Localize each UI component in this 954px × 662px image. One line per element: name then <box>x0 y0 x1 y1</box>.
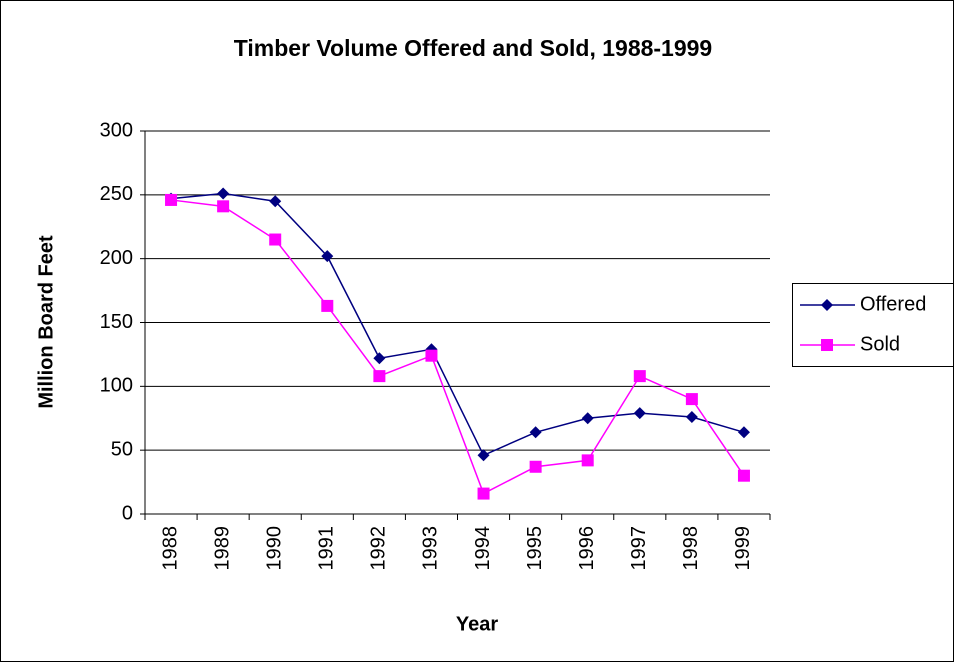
data-point <box>217 200 230 213</box>
data-point <box>529 460 542 473</box>
legend-label: Offered <box>860 293 926 315</box>
x-tick-label: 1996 <box>576 526 598 571</box>
data-point <box>269 195 282 208</box>
data-point <box>269 233 282 246</box>
data-point <box>581 454 594 467</box>
data-point <box>685 393 698 406</box>
data-point <box>737 426 750 439</box>
data-point <box>685 410 698 423</box>
y-tick-label: 300 <box>100 119 133 141</box>
data-point <box>477 449 490 462</box>
data-point <box>737 469 750 482</box>
y-tick-label: 100 <box>100 375 133 397</box>
y-tick-label: 200 <box>100 247 133 269</box>
data-point <box>321 250 334 263</box>
legend-box <box>792 283 954 367</box>
x-axis-label: Year <box>456 613 498 635</box>
x-tick-label: 1991 <box>316 526 338 571</box>
data-point <box>581 412 594 425</box>
y-tick-label: 250 <box>100 183 133 205</box>
chart-title: Timber Volume Offered and Sold, 1988-199… <box>234 35 712 61</box>
y-axis-label: Million Board Feet <box>35 235 57 409</box>
x-tick-label: 1993 <box>420 526 442 571</box>
x-tick-label: 1990 <box>263 526 285 571</box>
x-tick-label: 1997 <box>628 526 650 571</box>
x-tick-label: 1994 <box>472 526 494 571</box>
legend-label: Sold <box>860 333 900 355</box>
data-point <box>633 407 646 420</box>
x-tick-label: 1992 <box>368 526 390 571</box>
x-tick-label: 1998 <box>680 526 702 571</box>
data-point <box>165 193 178 206</box>
data-point <box>217 187 230 200</box>
series-line <box>170 199 745 495</box>
legend-marker <box>821 339 833 351</box>
data-point <box>373 370 386 383</box>
data-point <box>373 352 386 365</box>
data-point <box>633 370 646 383</box>
y-tick-label: 50 <box>111 438 133 460</box>
y-tick-label: 0 <box>122 502 133 524</box>
y-tick-label: 150 <box>100 311 133 333</box>
series-line <box>170 192 745 457</box>
legend-marker <box>821 299 833 311</box>
data-point <box>321 299 334 312</box>
x-tick-label: 1999 <box>732 526 754 571</box>
data-point <box>425 349 438 362</box>
data-point <box>529 426 542 439</box>
x-tick-label: 1989 <box>211 526 233 571</box>
x-tick-label: 1995 <box>524 526 546 571</box>
x-tick-label: 1988 <box>159 526 181 571</box>
data-point <box>477 487 490 500</box>
